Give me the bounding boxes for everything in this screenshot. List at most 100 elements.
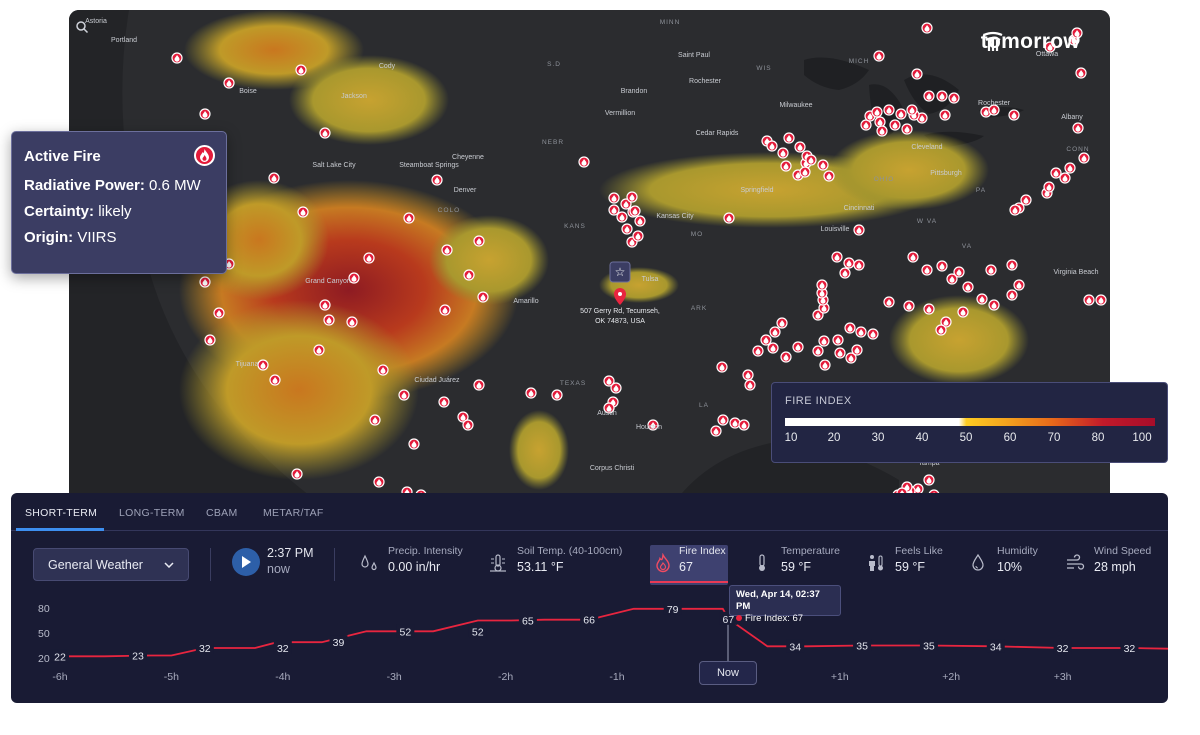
map-search-icon[interactable] [75,20,91,36]
fire-marker-icon[interactable] [608,204,620,216]
fire-marker-icon[interactable] [313,344,325,356]
fire-marker-icon[interactable] [1044,41,1056,53]
fire-marker-icon[interactable] [634,215,646,227]
fire-marker-icon[interactable] [780,160,792,172]
fire-marker-icon[interactable] [948,92,960,104]
fire-marker-icon[interactable] [319,299,331,311]
fire-marker-icon[interactable] [962,281,974,293]
fire-marker-icon[interactable] [1006,289,1018,301]
fire-marker-icon[interactable] [204,334,216,346]
fire-marker-icon[interactable] [738,419,750,431]
fire-marker-icon[interactable] [843,257,855,269]
fire-marker-icon[interactable] [883,296,895,308]
tab-metar-taf[interactable]: METAR/TAF [263,507,324,519]
fire-marker-icon[interactable] [1078,152,1090,164]
fire-marker-icon[interactable] [985,264,997,276]
fire-marker-icon[interactable] [295,64,307,76]
fire-marker-icon[interactable] [729,417,741,429]
fire-marker-icon[interactable] [871,106,883,118]
metric-precip-intensity[interactable]: Precip. Intensity 0.00 in/hr [359,545,463,585]
fire-marker-icon[interactable] [853,259,865,271]
fire-marker-icon[interactable] [441,244,453,256]
fire-marker-icon[interactable] [723,212,735,224]
fire-marker-icon[interactable] [621,223,633,235]
fire-marker-icon[interactable] [610,382,622,394]
fire-marker-icon[interactable] [462,419,474,431]
fire-marker-icon[interactable] [853,224,865,236]
fire-marker-icon[interactable] [767,342,779,354]
fire-marker-icon[interactable] [921,264,933,276]
fire-marker-icon[interactable] [874,116,886,128]
fire-marker-icon[interactable] [363,252,375,264]
fire-marker-icon[interactable] [794,141,806,153]
fire-marker-icon[interactable] [867,328,879,340]
fire-marker-icon[interactable] [953,266,965,278]
fire-marker-icon[interactable] [855,326,867,338]
fire-marker-icon[interactable] [799,166,811,178]
metric-humidity[interactable]: Humidity 10% [968,545,1038,585]
fire-marker-icon[interactable] [923,474,935,486]
fire-marker-icon[interactable] [578,156,590,168]
fire-marker-icon[interactable] [792,341,804,353]
fire-marker-icon[interactable] [923,90,935,102]
fire-marker-icon[interactable] [823,170,835,182]
fire-marker-icon[interactable] [812,309,824,321]
fire-marker-icon[interactable] [716,361,728,373]
now-button[interactable]: Now [699,661,757,685]
fire-marker-icon[interactable] [199,108,211,120]
fire-marker-icon[interactable] [946,273,958,285]
fire-marker-icon[interactable] [776,317,788,329]
fire-marker-icon[interactable] [268,172,280,184]
fire-marker-icon[interactable] [269,374,281,386]
tab-short-term[interactable]: SHORT-TERM [25,507,98,519]
fire-marker-icon[interactable] [291,468,303,480]
fire-marker-icon[interactable] [939,109,951,121]
fire-marker-icon[interactable] [477,291,489,303]
fire-map[interactable]: Astoria Portland Boise Cody Jackson Salt Lake… [69,10,1110,510]
fire-marker-icon[interactable] [1095,294,1107,306]
metric-feels-like[interactable]: Feels Like 59 °F [866,545,943,585]
metric-wind-speed[interactable]: Wind Speed 28 mph [1065,545,1151,585]
fire-index-chart[interactable]: 80 50 20 22 23 32 32 39 52 52 65 66 79 67 34 35 35 34 32 3… [11,588,1168,703]
fire-marker-icon[interactable] [752,345,764,357]
fire-marker-icon[interactable] [1072,122,1084,134]
fire-marker-icon[interactable] [439,304,451,316]
fire-marker-icon[interactable] [632,230,644,242]
fire-marker-icon[interactable] [834,347,846,359]
fire-marker-icon[interactable] [626,191,638,203]
fire-marker-icon[interactable] [832,334,844,346]
fire-marker-icon[interactable] [903,300,915,312]
fire-marker-icon[interactable] [377,364,389,376]
fire-marker-icon[interactable] [1013,279,1025,291]
fire-marker-icon[interactable] [766,140,778,152]
fire-marker-icon[interactable] [812,345,824,357]
fire-marker-icon[interactable] [818,335,830,347]
fire-marker-icon[interactable] [936,90,948,102]
fire-marker-icon[interactable] [742,369,754,381]
tab-long-term[interactable]: LONG-TERM [119,507,185,519]
fire-marker-icon[interactable] [551,389,563,401]
location-pin-icon[interactable] [614,288,626,305]
fire-marker-icon[interactable] [876,125,888,137]
fire-marker-icon[interactable] [860,119,872,131]
fire-marker-icon[interactable] [839,267,851,279]
fire-marker-icon[interactable] [777,147,789,159]
fire-marker-icon[interactable] [323,314,335,326]
fire-marker-icon[interactable] [171,52,183,64]
location-star-marker[interactable]: ☆ [609,261,631,283]
fire-marker-icon[interactable] [831,251,843,263]
fire-marker-icon[interactable] [744,379,756,391]
fire-marker-icon[interactable] [901,123,913,135]
fire-marker-icon[interactable] [906,104,918,116]
fire-marker-icon[interactable] [1043,181,1055,193]
fire-marker-icon[interactable] [957,306,969,318]
fire-marker-icon[interactable] [525,387,537,399]
fire-marker-icon[interactable] [457,411,469,423]
fire-marker-icon[interactable] [1083,294,1095,306]
fire-marker-icon[interactable] [935,324,947,336]
fire-marker-icon[interactable] [431,174,443,186]
fire-marker-icon[interactable] [1050,167,1062,179]
play-button[interactable] [232,548,260,576]
fire-marker-icon[interactable] [873,50,885,62]
fire-marker-icon[interactable] [923,303,935,315]
